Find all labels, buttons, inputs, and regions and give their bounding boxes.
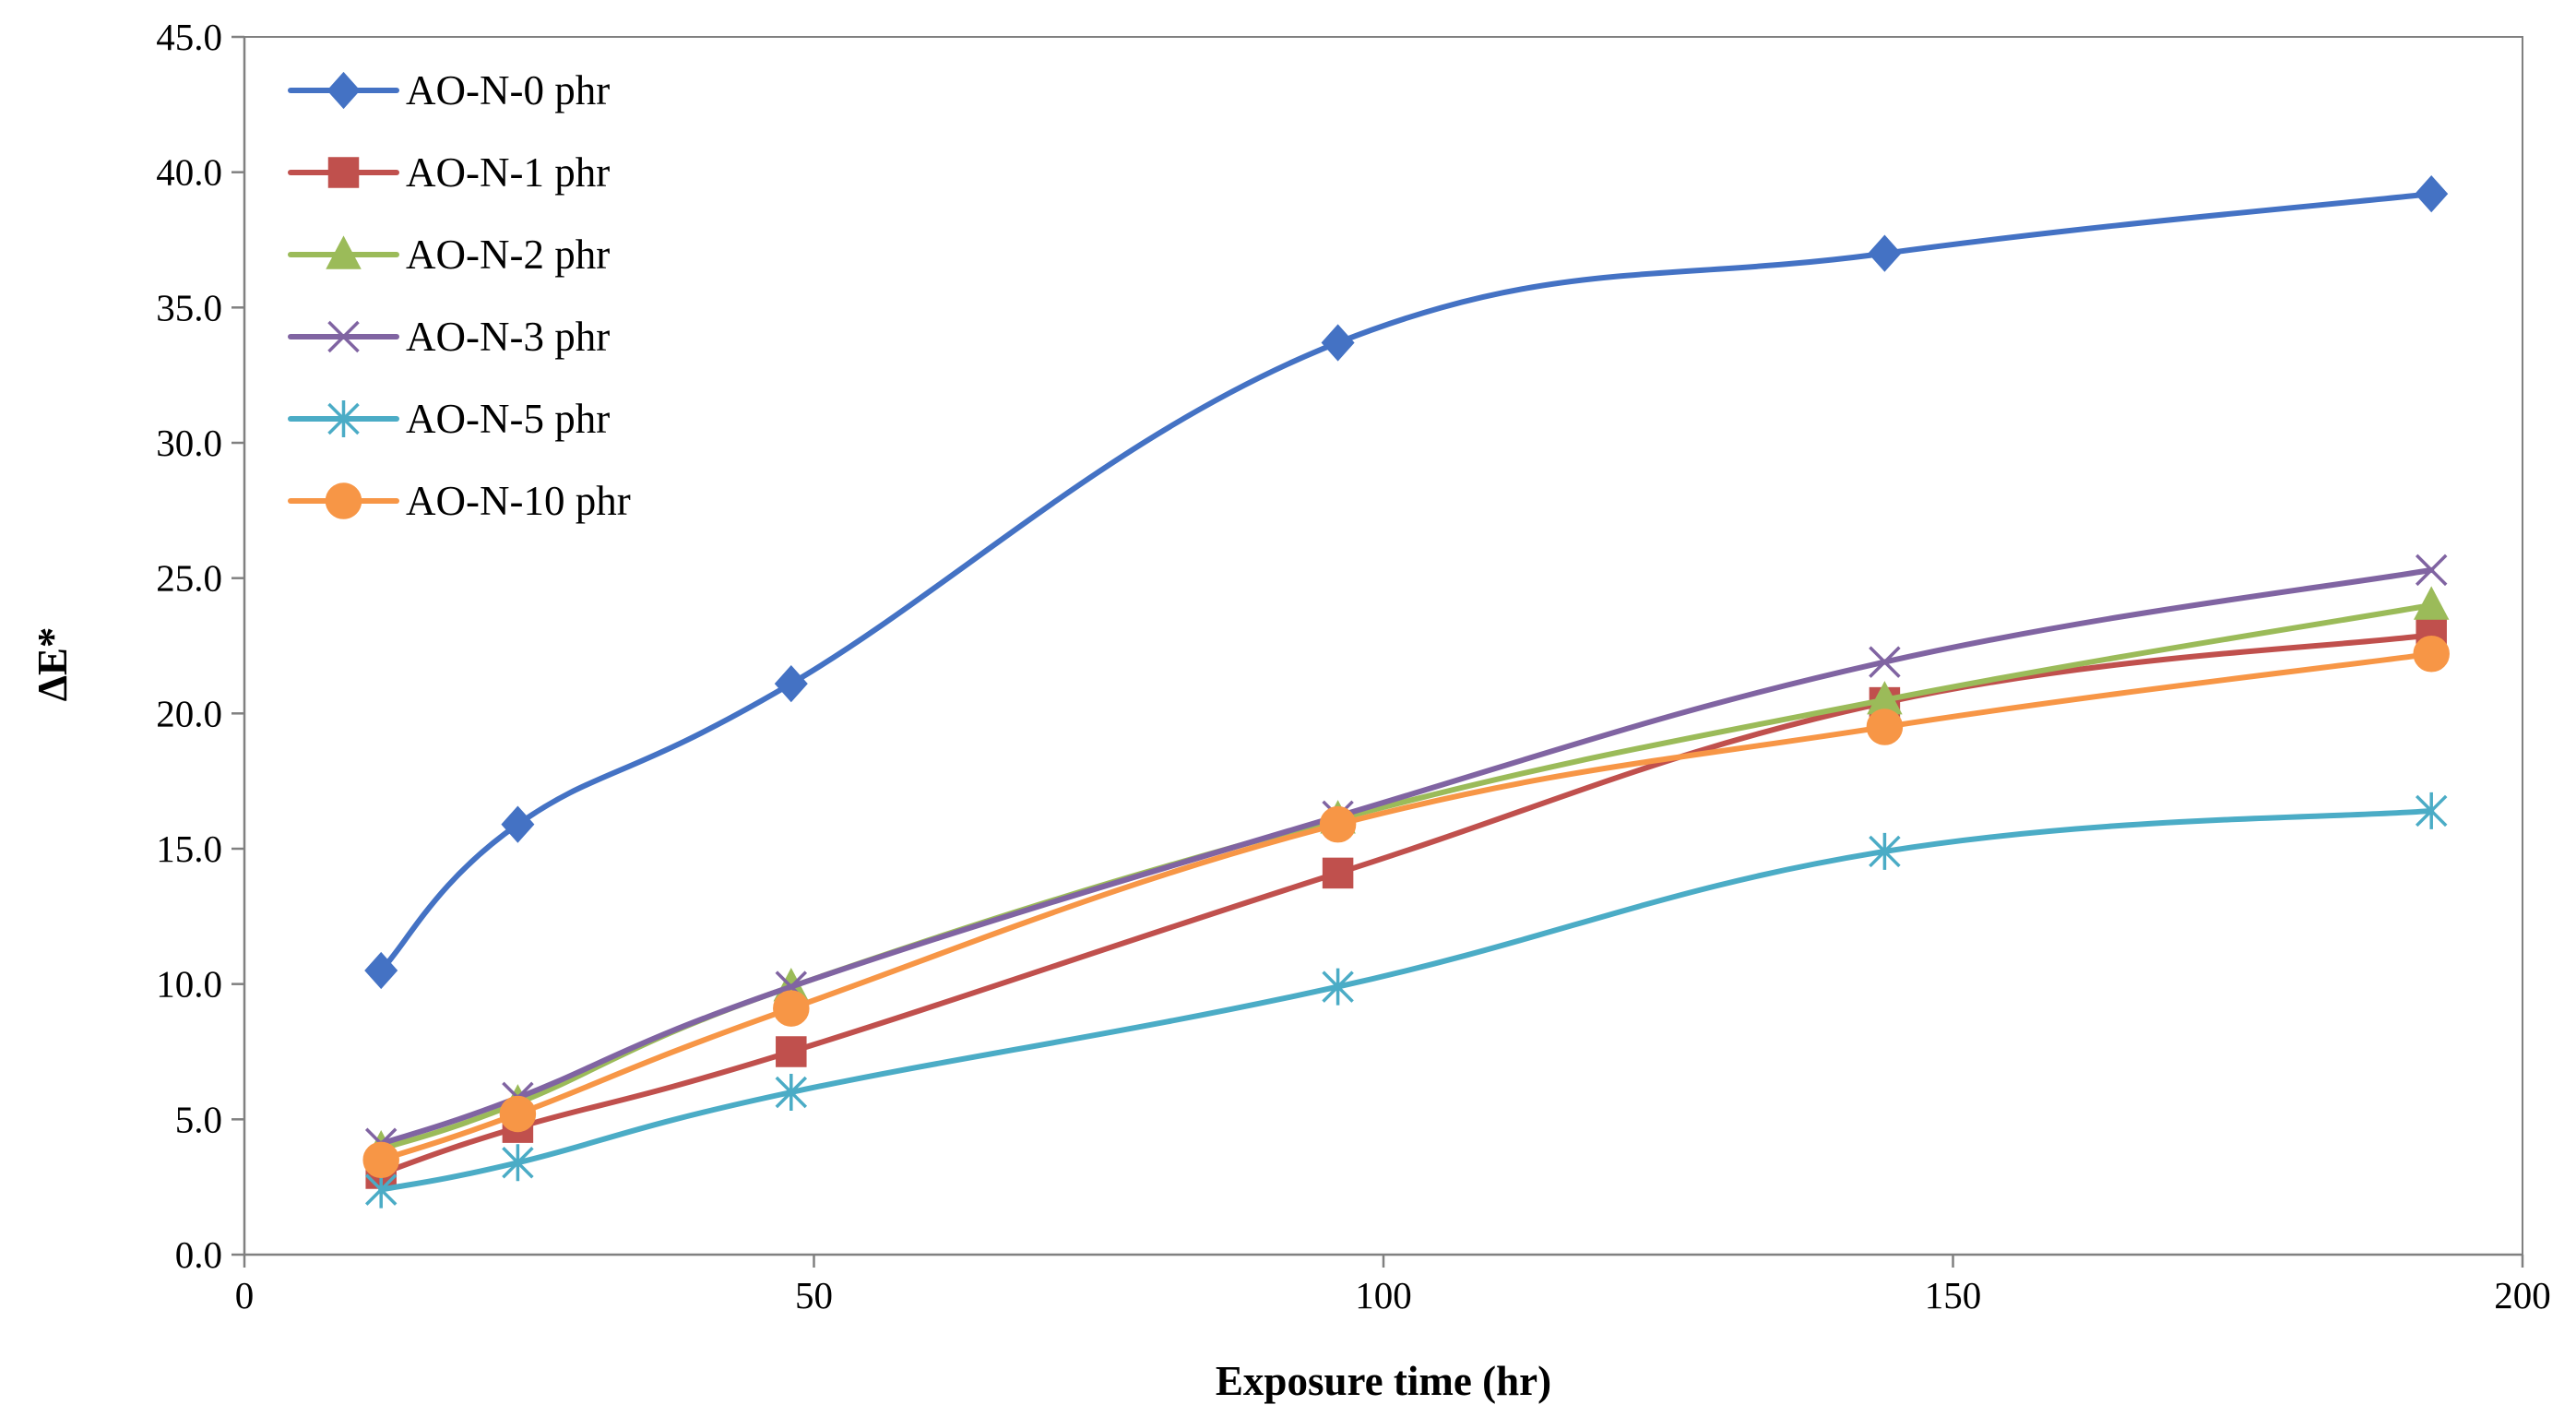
data-point-ao-n-0-phr (774, 664, 808, 703)
data-point-ao-n-0-phr (364, 951, 398, 990)
data-point-ao-n-10-phr (1319, 805, 1357, 843)
series-line-ao-n-5-phr (378, 807, 2435, 1193)
data-point-ao-n-10-phr (773, 990, 810, 1027)
legend-label: AO-N-5 phr (406, 396, 610, 442)
data-point-ao-n-0-phr (1321, 324, 1355, 362)
x-tick-label: 150 (1925, 1274, 1982, 1316)
legend-label: AO-N-3 phr (406, 314, 610, 360)
data-point-ao-n-5-phr (502, 1144, 534, 1182)
legend-item-ao-n-10-phr: AO-N-10 phr (288, 478, 631, 524)
y-tick-label: 10.0 (156, 963, 222, 1006)
legend-marker (327, 157, 360, 188)
y-tick-label: 40.0 (156, 151, 222, 194)
series-line-ao-n-1-phr (378, 632, 2435, 1176)
legend-marker (327, 400, 360, 437)
data-point-ao-n-10-phr (1866, 708, 1904, 745)
y-tick-label: 30.0 (156, 422, 222, 464)
x-axis-title: Exposure time (hr) (1216, 1358, 1551, 1404)
data-point-ao-n-3-phr (1869, 646, 1901, 678)
data-point-ao-n-0-phr (1868, 234, 1902, 272)
y-tick-label: 25.0 (156, 557, 222, 600)
legend-label: AO-N-0 phr (406, 67, 610, 113)
data-point-ao-n-1-phr (776, 1036, 807, 1067)
axes: 0.0 5.0 10.0 15.0 20.0 25.0 30.0 35.0 40.0 45.0 0 5… (156, 16, 2551, 1316)
legend-label: AO-N-10 phr (406, 478, 631, 524)
series-ao-n-0-phr (364, 175, 2449, 990)
data-point-ao-n-0-phr (501, 805, 535, 843)
legend-label: AO-N-1 phr (406, 149, 610, 196)
x-tick-label: 0 (235, 1274, 255, 1316)
x-tick-label: 50 (795, 1274, 833, 1316)
y-tick-label: 5.0 (175, 1098, 222, 1140)
series-line-ao-n-0-phr (378, 191, 2435, 973)
y-tick-label: 20.0 (156, 692, 222, 734)
y-tick-label: 35.0 (156, 286, 222, 328)
series-ao-n-10-phr (362, 636, 2450, 1179)
data-point-ao-n-10-phr (2413, 636, 2450, 673)
y-tick-label: 0.0 (175, 1233, 222, 1276)
legend: AO-N-0 phr AO-N-1 phr AO-N-2 phr AO-N-3 phr… (288, 67, 631, 524)
data-point-ao-n-5-phr (1869, 832, 1901, 870)
legend-item-ao-n-1-phr: AO-N-1 phr (288, 149, 610, 196)
data-point-ao-n-5-phr (1322, 968, 1354, 1006)
legend-item-ao-n-2-phr: AO-N-2 phr (288, 232, 610, 278)
y-axis-title: ΔE* (30, 627, 76, 702)
data-point-ao-n-5-phr (2415, 792, 2448, 829)
legend-item-ao-n-3-phr: AO-N-3 phr (288, 314, 610, 360)
series-layer (362, 175, 2450, 1209)
legend-marker (326, 235, 362, 269)
data-point-ao-n-0-phr (2415, 175, 2449, 213)
y-tick-label: 45.0 (156, 16, 222, 58)
data-point-ao-n-10-phr (362, 1141, 399, 1179)
series-line-ao-n-10-phr (378, 650, 2435, 1163)
data-point-ao-n-5-phr (775, 1074, 808, 1111)
data-point-ao-n-2-phr (2413, 586, 2450, 620)
data-point-ao-n-3-phr (2415, 554, 2448, 587)
legend-marker (327, 320, 360, 353)
x-tick-label: 100 (1355, 1274, 1412, 1316)
legend-label: AO-N-2 phr (406, 232, 610, 278)
x-tick-label: 200 (2494, 1274, 2551, 1316)
legend-item-ao-n-0-phr: AO-N-0 phr (288, 67, 610, 113)
legend-marker (325, 482, 362, 519)
series-line-ao-n-3-phr (378, 566, 2435, 1147)
data-point-ao-n-1-phr (1322, 857, 1354, 889)
data-point-ao-n-10-phr (499, 1095, 537, 1133)
legend-marker (326, 71, 361, 110)
legend-item-ao-n-5-phr: AO-N-5 phr (288, 396, 610, 442)
y-tick-label: 15.0 (156, 828, 222, 870)
